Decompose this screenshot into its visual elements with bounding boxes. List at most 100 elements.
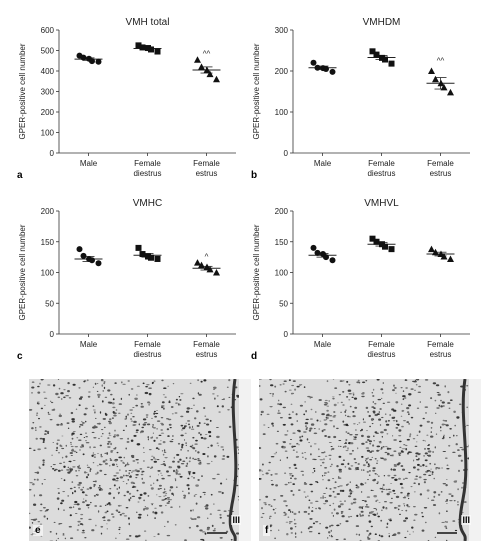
data-point-square (369, 235, 376, 242)
panel-letter: a (17, 170, 23, 181)
data-point-circle (80, 54, 87, 61)
y-tick-label: 200 (41, 207, 55, 216)
significance-mark: ^^ (437, 57, 445, 66)
x-tick-label: Female diestrus (367, 340, 395, 359)
data-point-circle (89, 58, 95, 65)
x-tick-label: Female estrus (427, 159, 454, 178)
micrograph-f: f III (259, 379, 481, 541)
micrograph-f-image (259, 379, 481, 541)
panel-letter: b (251, 170, 257, 181)
data-point-triangle (432, 75, 439, 83)
data-point-triangle (437, 79, 445, 87)
y-tick-label: 200 (41, 108, 55, 117)
data-point-triangle (432, 248, 439, 256)
data-point-square (388, 60, 395, 67)
data-point-square (369, 48, 376, 55)
x-tick-label: Female diestrus (367, 159, 395, 178)
data-point-square (388, 246, 395, 253)
data-point-triangle (447, 255, 454, 262)
data-point-square (382, 56, 388, 63)
data-point-triangle (198, 63, 205, 70)
y-tick-label: 50 (45, 299, 54, 308)
data-point-triangle (447, 88, 454, 96)
data-point-circle (323, 65, 329, 72)
y-tick-label: 150 (41, 238, 55, 247)
micrograph-e-ventricle-label: III (231, 515, 241, 525)
data-point-triangle (206, 70, 214, 78)
data-point-square (135, 42, 142, 49)
x-tick-label: Female diestrus (133, 159, 161, 178)
x-tick-label: Male (314, 340, 332, 349)
panel-letter: c (17, 351, 23, 362)
micrograph-f-scale-bar (437, 532, 457, 534)
y-axis-label: GPER-positive cell number (18, 43, 27, 139)
data-point-triangle (213, 75, 220, 83)
data-point-circle (314, 64, 321, 71)
data-point-triangle (440, 253, 448, 260)
y-tick-label: 300 (275, 26, 289, 35)
data-point-triangle (194, 56, 201, 63)
data-point-triangle (428, 245, 435, 253)
y-tick-label: 0 (50, 149, 55, 158)
data-point-circle (314, 249, 321, 256)
y-axis-label: GPER-positive cell number (18, 224, 27, 320)
data-point-triangle (440, 83, 448, 91)
data-point-square (139, 44, 146, 51)
data-point-circle (95, 260, 102, 267)
significance-mark: ^ (205, 252, 209, 261)
y-axis-label: GPER-positive cell number (252, 224, 261, 320)
data-point-square (139, 251, 146, 258)
chart-title: VMHVL (364, 198, 399, 209)
x-tick-label: Female diestrus (133, 340, 161, 359)
chart-panel-c: VMHC GPER-positive cell number 0 50 100 150 20… (17, 198, 236, 362)
data-point-circle (329, 257, 336, 264)
x-tick-label: Male (80, 159, 98, 168)
y-tick-label: 100 (41, 129, 55, 138)
x-tick-label: Male (314, 159, 332, 168)
y-tick-label: 400 (41, 67, 55, 76)
panel-letter: d (251, 351, 257, 362)
chart-title: VMH total (126, 17, 170, 28)
data-point-circle (310, 59, 317, 66)
y-tick-label: 500 (41, 47, 55, 56)
micrograph-e-scale-bar (207, 532, 227, 534)
y-tick-label: 600 (41, 26, 55, 35)
chart-panel-a: VMH total GPER-positive cell number 0 100 20… (17, 17, 236, 181)
data-point-circle (329, 68, 336, 75)
y-tick-label: 100 (275, 269, 289, 278)
x-tick-label: Female estrus (193, 159, 220, 178)
data-point-circle (76, 246, 83, 253)
data-point-triangle (194, 259, 201, 266)
y-axis-label: GPER-positive cell number (252, 43, 261, 139)
data-point-circle (80, 252, 87, 259)
micrograph-f-panel-letter: f (263, 525, 271, 536)
data-point-triangle (203, 66, 211, 73)
y-tick-label: 300 (41, 88, 55, 97)
data-point-square (154, 255, 161, 262)
data-point-square (148, 46, 154, 53)
data-point-triangle (206, 265, 214, 273)
y-tick-label: 50 (279, 299, 288, 308)
data-point-triangle (428, 67, 435, 74)
data-point-square (373, 238, 380, 245)
micrograph-e-panel-letter: e (33, 525, 43, 536)
y-tick-label: 0 (50, 330, 55, 339)
y-tick-label: 0 (284, 330, 289, 339)
x-tick-label: Female estrus (193, 340, 220, 359)
data-point-square (135, 244, 142, 251)
data-point-circle (95, 58, 102, 65)
y-tick-label: 150 (275, 238, 289, 247)
chart-title: VMHDM (363, 17, 401, 28)
chart-panel-d: VMHVL GPER-positive cell number 0 50 100 150 2… (251, 198, 470, 362)
y-tick-label: 200 (275, 67, 289, 76)
x-tick-label: Female estrus (427, 340, 454, 359)
micrograph-e: e III (29, 379, 251, 541)
data-point-circle (89, 257, 95, 264)
data-point-square (382, 243, 388, 250)
x-tick-label: Male (80, 340, 98, 349)
data-point-triangle (198, 261, 205, 269)
data-point-circle (323, 254, 329, 261)
micrograph-f-ventricle-label: III (461, 515, 471, 525)
data-point-square (154, 48, 161, 55)
